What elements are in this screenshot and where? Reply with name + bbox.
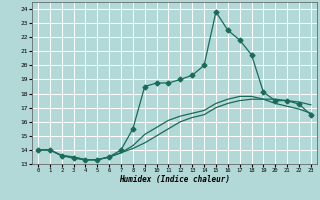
X-axis label: Humidex (Indice chaleur): Humidex (Indice chaleur): [119, 175, 230, 184]
